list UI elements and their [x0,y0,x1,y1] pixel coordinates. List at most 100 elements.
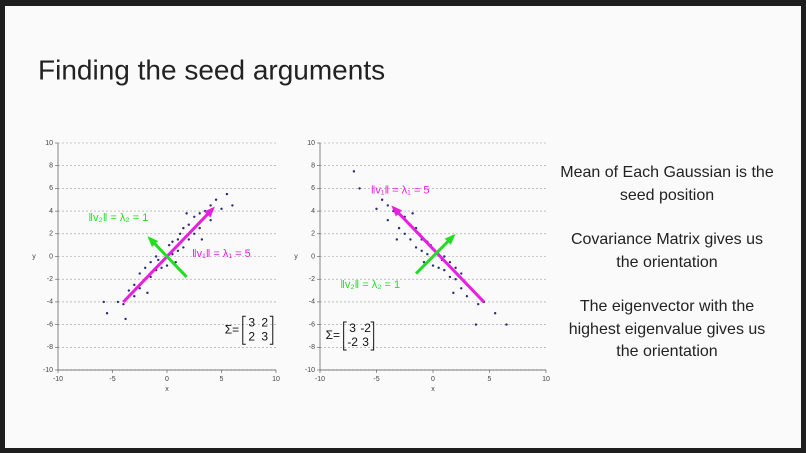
point [437,266,440,270]
point [102,300,105,304]
point [176,238,180,241]
point [209,218,212,222]
y-tick-label: -10 [43,367,53,374]
point [231,204,234,207]
point [144,266,147,270]
point [431,264,435,267]
point [505,323,508,326]
note: The eigenvector with the highest eigenva… [568,298,766,360]
annotation: Σ= [225,322,239,336]
point [193,215,196,218]
point [460,272,463,275]
y-tick-label: -8 [47,344,53,351]
vector [392,206,485,303]
point [452,291,455,295]
y-tick-label: 4 [311,208,315,215]
point [454,278,457,281]
y-tick-label: 10 [307,140,315,147]
point [174,260,177,264]
y-tick-label: 8 [311,163,315,170]
y-axis-label: y [32,253,36,260]
y-tick-label: 4 [49,208,53,215]
y-tick-label: -4 [309,299,315,306]
vector-head [391,205,403,217]
y-tick-label: 10 [45,140,53,147]
point [474,323,478,326]
y-tick-label: 2 [49,231,53,238]
point [426,253,429,256]
y-tick-label: -2 [309,276,315,283]
matrix-entry: 3 [349,321,356,335]
point [420,249,423,253]
matrix-entry: 2 [261,315,268,329]
x-tick-label: -5 [373,376,379,383]
point [133,295,136,298]
vector [148,237,188,278]
y-tick-label: -4 [47,299,53,306]
point [465,295,469,298]
vector-head [444,233,456,245]
matrix-entry: -2 [360,321,371,335]
y-tick-label: -10 [305,367,315,374]
x-axis-label: x [165,386,169,393]
x-tick-label: 10 [542,376,550,383]
matrix-entry: 3 [248,315,255,329]
vector-head [147,236,159,248]
point [122,302,125,306]
x-tick-label: 0 [431,376,435,383]
point [149,275,152,279]
point [124,317,127,321]
point [386,218,389,222]
point [395,238,399,241]
matrix-bracket [343,321,375,351]
y-tick-label: 6 [311,185,315,192]
matrix-entry: -2 [347,335,358,349]
point [105,312,109,315]
x-tick-label: 10 [272,376,280,383]
point [477,302,480,306]
point [448,260,452,264]
point [171,240,174,243]
x-axis-label: x [431,386,435,393]
point [187,223,190,226]
point [127,289,131,292]
point [460,287,463,290]
point [182,226,185,230]
slide-background [5,6,801,448]
point [157,258,160,262]
y-tick-label: 8 [49,163,53,170]
matrix-entry: 3 [362,335,369,349]
point [171,253,174,256]
note: Mean of Each Gaussian is the seed positi… [560,164,774,204]
point [454,266,457,270]
point [352,170,356,173]
x-tick-label: 5 [488,376,492,383]
notes: Mean of Each Gaussian is the seed positi… [558,162,776,386]
point [193,232,196,235]
point [176,249,180,253]
point [380,198,384,201]
point [493,312,497,315]
point [154,255,158,258]
y-tick-label: 0 [311,253,315,260]
point [187,238,190,241]
point [214,198,218,201]
point [167,243,171,247]
point [209,204,212,207]
annotation: ‖v₂‖ = λ₂ = 1 [340,279,400,291]
point [409,238,412,241]
matrix-entry: 3 [261,329,268,343]
point [443,255,446,258]
point [225,192,229,196]
point [138,272,141,275]
y-tick-label: -2 [47,276,53,283]
x-tick-label: -5 [109,376,115,383]
note: Covariance Matrix gives us the orientati… [570,231,764,271]
point [397,226,401,230]
y-tick-label: 0 [49,253,53,260]
vector [414,235,455,275]
point [149,260,152,264]
x-tick-label: 0 [165,376,169,383]
point [198,226,201,230]
